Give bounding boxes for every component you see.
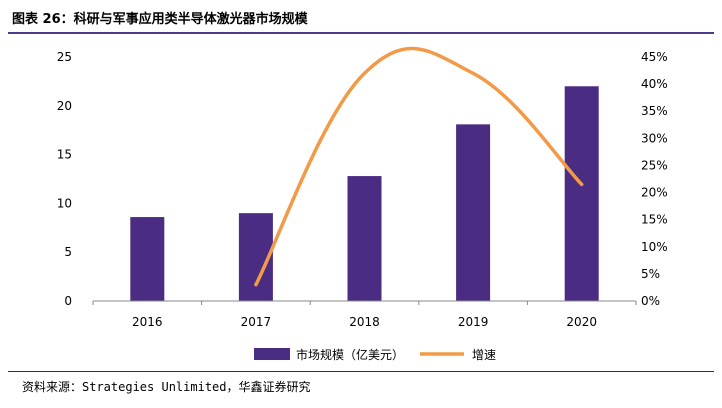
y2-tick-label: 35% (641, 104, 668, 118)
y2-tick-label: 0% (641, 294, 660, 308)
y-tick-label: 10 (57, 196, 72, 210)
legend-bar-label: 市场规模（亿美元） (296, 347, 404, 362)
title-underline (8, 32, 714, 34)
y-tick-label: 25 (57, 50, 72, 64)
y-tick-label: 0 (64, 294, 72, 308)
source-note: 资料来源：Strategies Unlimited，华鑫证券研究 (22, 380, 311, 394)
x-tick-label: 2020 (566, 315, 597, 329)
y-tick-label: 5 (64, 245, 72, 259)
footer-rule (8, 371, 714, 372)
y-tick-label: 20 (57, 99, 72, 113)
bar-2019 (456, 124, 491, 302)
bar-2018 (347, 176, 382, 301)
x-tick-label: 2019 (458, 315, 489, 329)
y2-tick-label: 20% (641, 186, 668, 200)
bar-2020 (564, 86, 599, 301)
chart-title: 图表 26：科研与军事应用类半导体激光器市场规模 (12, 12, 308, 27)
y2-tick-label: 45% (641, 50, 668, 64)
y2-tick-label: 40% (641, 77, 668, 91)
y2-tick-label: 30% (641, 131, 668, 145)
legend-line-label: 增速 (472, 348, 496, 362)
y-tick-label: 15 (57, 148, 72, 162)
y2-tick-label: 25% (641, 158, 668, 172)
legend-bar-swatch (254, 348, 290, 360)
y2-tick-label: 15% (641, 213, 668, 227)
x-tick-label: 2018 (349, 315, 380, 329)
y2-tick-label: 10% (641, 240, 668, 254)
bar-2016 (130, 217, 165, 301)
x-tick-label: 2017 (241, 315, 272, 329)
growth-line (254, 46, 584, 287)
x-tick-label: 2016 (132, 315, 163, 329)
y2-tick-label: 5% (641, 267, 660, 281)
